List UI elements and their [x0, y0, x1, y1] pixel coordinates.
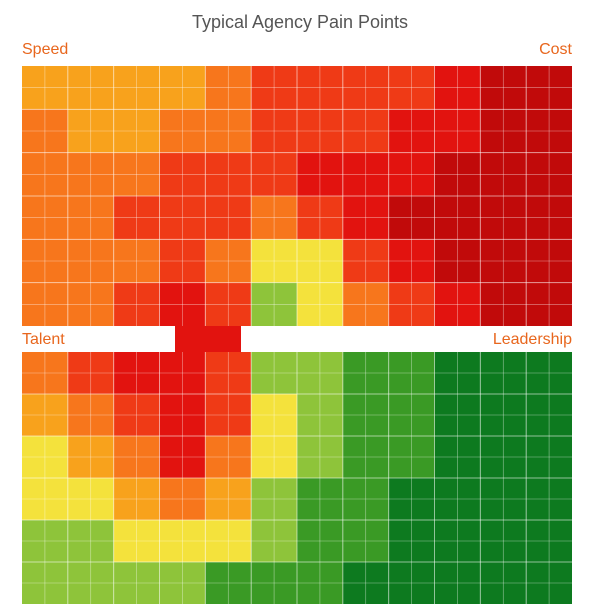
- quadrant-label-speed: Speed: [22, 41, 69, 58]
- quadrant-label-cost: Cost: [539, 41, 572, 58]
- quadrant-label-talent: Talent: [22, 331, 65, 348]
- chart-title: Typical Agency Pain Points: [191, 12, 409, 32]
- quadrant-label-leadership: Leadership: [492, 331, 572, 348]
- heatmap-bridge-cell: [175, 326, 241, 352]
